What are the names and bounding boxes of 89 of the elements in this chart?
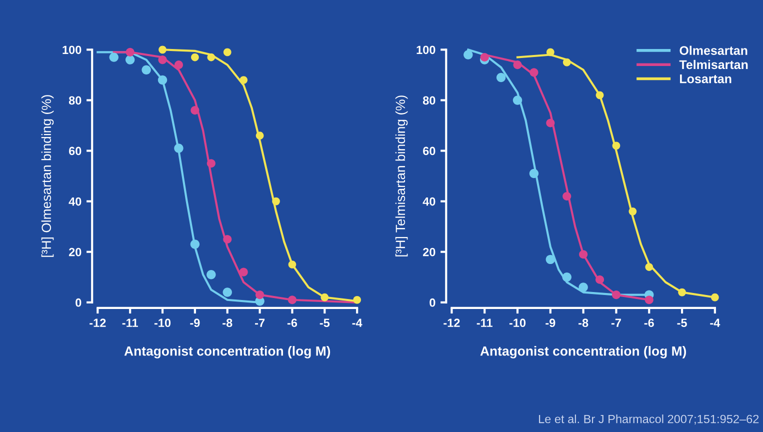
point: [480, 52, 489, 62]
y-tick-label: 40: [422, 197, 436, 206]
x-tick-label: -8: [578, 318, 588, 328]
point: [530, 68, 538, 77]
point: [579, 250, 588, 259]
legend-label: Losartan: [680, 74, 732, 84]
point: [222, 288, 232, 297]
point: [562, 192, 572, 201]
point: [272, 197, 280, 206]
point: [628, 207, 637, 216]
point: [207, 53, 216, 62]
point: [174, 144, 184, 153]
point: [288, 260, 296, 268]
point: [174, 60, 184, 70]
point: [496, 72, 506, 82]
point: [109, 52, 118, 62]
point: [644, 296, 654, 304]
point: [190, 106, 200, 115]
y-axis-title: [³H] Telmisartan binding (%): [395, 96, 408, 256]
point: [126, 48, 134, 56]
point: [158, 56, 167, 64]
x-tick-label: -11: [122, 318, 138, 327]
point: [464, 50, 473, 60]
x-tick-label: -12: [90, 318, 106, 327]
y-tick-label: 60: [68, 146, 82, 156]
x-tick-label: -9: [190, 318, 200, 328]
point: [711, 293, 719, 302]
y-tick-label: 0: [76, 298, 82, 307]
x-tick-label: -8: [222, 318, 232, 328]
legend-label: Olmesartan: [680, 46, 748, 55]
point: [612, 142, 620, 150]
x-tick-label: -6: [287, 318, 298, 328]
x-axis-title: Antagonist concentration (log M): [480, 346, 686, 358]
y-tick-label: 100: [416, 46, 436, 54]
point: [513, 60, 522, 70]
y-tick-label: 60: [423, 146, 436, 156]
point: [223, 48, 232, 56]
text: Le et al. Br J Pharmacol 2007;151:952–62: [538, 414, 759, 425]
x-tick-label: -10: [509, 318, 526, 328]
point: [288, 296, 297, 304]
x-tick-label: -4: [352, 318, 362, 327]
point: [578, 282, 588, 292]
point: [562, 272, 572, 282]
x-tick-label: -7: [611, 318, 621, 327]
point: [206, 159, 216, 168]
point: [256, 290, 264, 300]
point: [158, 46, 166, 54]
y-tick-label: 0: [430, 298, 436, 307]
point: [546, 254, 556, 264]
point: [240, 76, 248, 84]
point: [158, 75, 168, 85]
point: [678, 288, 686, 296]
y-tick-label: 20: [423, 248, 436, 256]
x-tick-label: -12: [444, 318, 460, 327]
x-tick-label: -6: [644, 318, 654, 328]
point: [190, 240, 200, 249]
x-tick-label: -5: [320, 318, 330, 328]
point: [596, 91, 604, 100]
x-tick-label: -10: [154, 318, 171, 328]
point: [595, 275, 604, 284]
point: [256, 132, 264, 140]
point: [320, 293, 329, 302]
point: [529, 168, 539, 178]
point: [239, 268, 248, 276]
y-tick-label: 80: [68, 96, 82, 105]
point: [191, 53, 199, 62]
point: [353, 296, 362, 304]
point: [546, 48, 554, 56]
point: [546, 118, 555, 128]
y-tick-label: 100: [62, 46, 82, 54]
x-tick-label: -11: [476, 318, 492, 327]
y-tick-label: 80: [422, 96, 436, 105]
x-tick-label: -5: [677, 318, 687, 328]
point: [206, 270, 216, 280]
y-axis-title: [³H] Olmesartan binding (%): [41, 95, 54, 257]
point: [645, 263, 654, 271]
point: [223, 234, 232, 244]
point: [142, 65, 151, 75]
x-axis-title: Antagonist concentration (log M): [124, 346, 330, 358]
point: [612, 290, 620, 300]
x-tick-label: -4: [710, 318, 720, 327]
x-tick-label: -9: [546, 318, 556, 328]
y-tick-label: 40: [68, 197, 82, 206]
legend-label: Telmisartan: [679, 60, 748, 70]
x-tick-label: -7: [255, 318, 265, 327]
point: [562, 58, 571, 66]
y-tick-label: 20: [68, 248, 82, 256]
point: [512, 96, 522, 105]
point: [125, 55, 135, 64]
